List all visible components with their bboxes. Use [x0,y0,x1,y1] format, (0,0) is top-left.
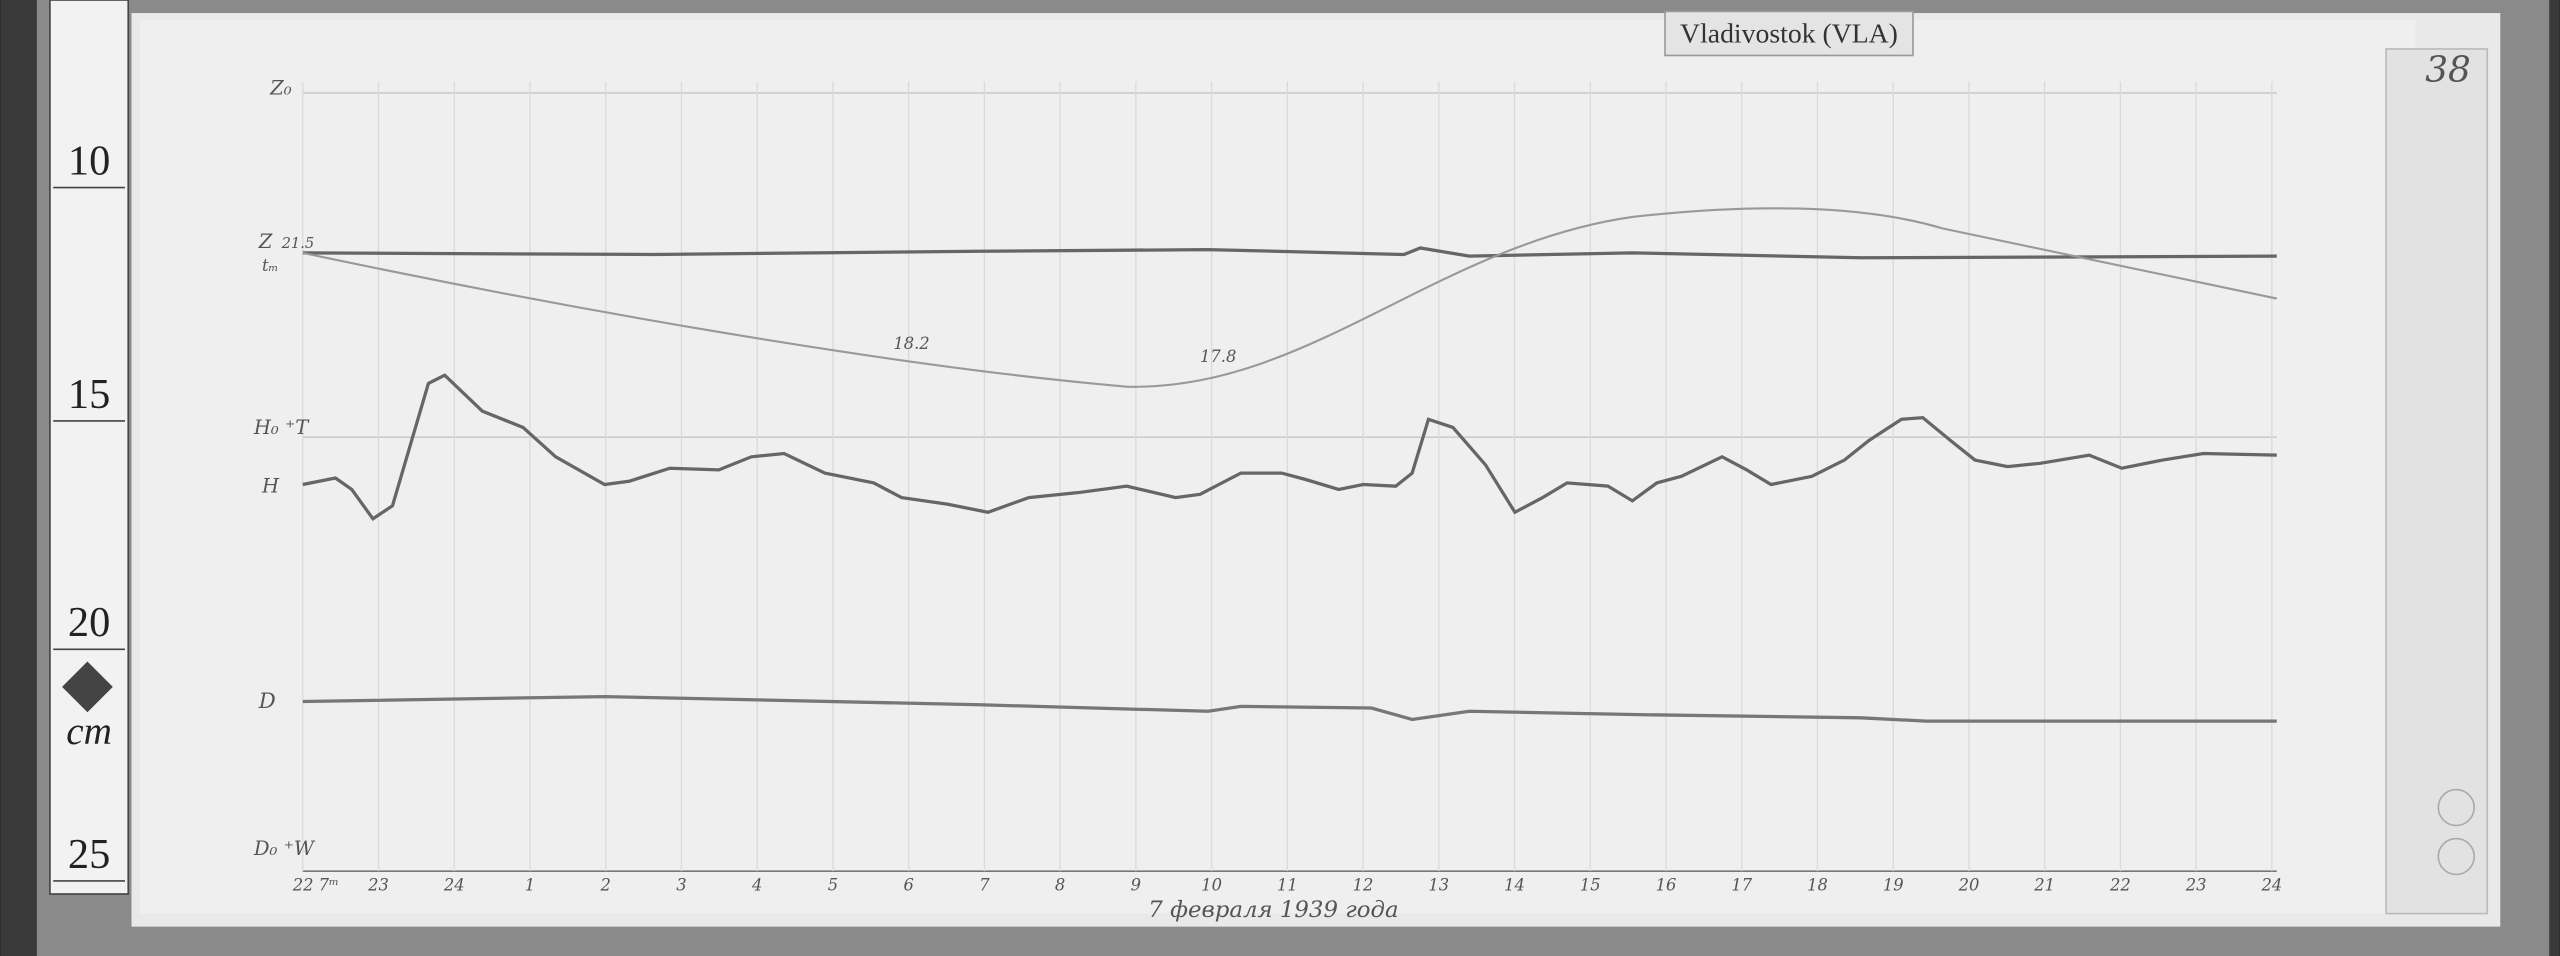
hour-label: 22 [2109,876,2131,895]
grid [302,81,2277,872]
magnetogram-paper [139,19,2416,914]
hour-label: 17 [1731,876,1752,895]
station-label: Vladivostok (VLA) [1680,17,1898,48]
hour-label: 2 [600,876,611,895]
trace-label: Z [258,230,273,253]
caption: 7 февраля 1939 года [1148,897,1398,923]
ruler-unit: cm [66,710,112,753]
hour-label: 14 [1504,876,1525,895]
hour-label: 11 [1277,876,1298,895]
d-trace [302,694,2277,723]
ruler-logo [62,661,113,713]
trace-label: Z₀ [269,77,292,100]
hour-label: 23 [2185,876,2207,895]
h-trace [302,373,2277,522]
ruler-mark: 15 [68,371,110,418]
hole [2437,837,2475,876]
hour-label: 9 [1131,876,1141,895]
temperature-trace [302,207,2278,388]
annotation: 17.8 [1200,347,1236,366]
hour-label: 18 [1807,876,1828,895]
trace-label: D₀ ⁺W [253,837,316,860]
ruler-marks: 10 15 20 25 cm [53,138,125,882]
hour-labels: 22 7ᵐ 23 24 1 2 3 4 5 6 7 8 9 10 11 12 13 14 15 16 17 18 19 20… [292,876,2283,895]
paper-edge [2385,48,2489,915]
hour-label: 15 [1580,876,1601,895]
hour-label: 3 [676,876,686,895]
hour-label: 19 [1883,876,1904,895]
hour-label: 24 [2261,876,2283,895]
trace-label: tₘ [262,256,279,275]
hour-label: 21 [2033,876,2055,895]
hour-label: 23 [367,876,389,895]
hour-label: 10 [1201,876,1222,895]
hour-label: 16 [1656,876,1677,895]
hole [2437,788,2475,827]
trace-label: H [261,475,280,498]
hour-label: 22 7ᵐ [292,876,339,895]
hour-label: 13 [1428,876,1449,895]
hour-label: 1 [525,876,535,895]
hour-label: 12 [1353,876,1374,895]
trace-value: 21.5 [281,235,315,252]
hour-label: 4 [751,876,762,895]
hour-label: 6 [903,876,913,895]
ruler-mark: 25 [68,831,110,878]
ruler-mark: 10 [68,138,110,185]
hour-label: 20 [1958,876,1980,895]
hour-label: 7 [979,876,990,895]
trace-label: H₀ ⁺T [253,416,310,439]
ruler [49,0,130,895]
hour-label: 5 [828,876,838,895]
hour-label: 8 [1055,876,1065,895]
z-trace [302,246,2277,260]
ruler-mark: 20 [68,599,110,646]
annotation: 18.2 [893,334,929,353]
hour-label: 24 [443,876,465,895]
trace-label: D [258,688,276,713]
label-tag [1664,10,1914,57]
page-number: 38 [2425,50,2471,91]
